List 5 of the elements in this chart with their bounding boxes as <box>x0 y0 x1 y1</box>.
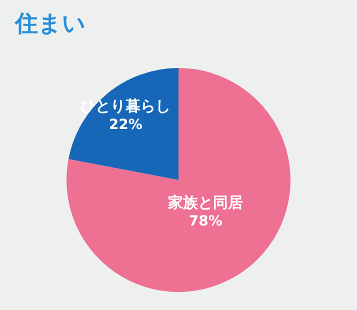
data-label: 22% <box>108 116 142 133</box>
slice-label: 家族と同居 <box>167 194 244 212</box>
data-label: 78% <box>188 213 222 230</box>
slice-label: ひとり暮らし <box>80 97 171 116</box>
chart-title: 住まい <box>15 10 86 39</box>
